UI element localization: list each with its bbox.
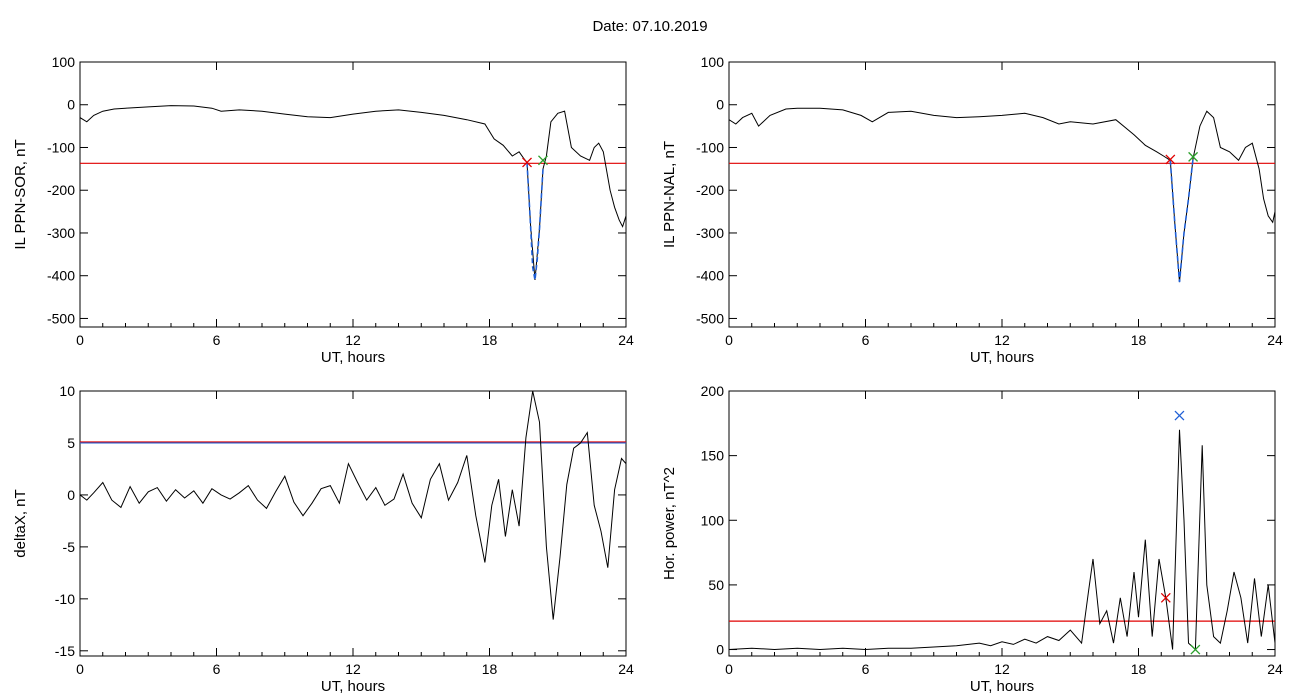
y-tick-label: 50 (708, 577, 724, 593)
x-tick-label: 0 (76, 661, 84, 677)
y-tick-label: 100 (701, 54, 725, 70)
event-segment-line (526, 162, 544, 281)
y-tick-label: -5 (63, 539, 76, 555)
x-axis-label: UT, hours (321, 678, 385, 695)
x-axis-label: UT, hours (321, 349, 385, 366)
y-tick-label: -300 (47, 225, 75, 241)
y-tick-label: -500 (696, 310, 724, 326)
y-tick-label: 0 (716, 642, 724, 658)
x-tick-label: 18 (482, 332, 498, 348)
event-segment-line (1169, 158, 1194, 283)
series-line (729, 429, 1275, 651)
y-tick-label: -400 (47, 268, 75, 284)
y-tick-label: -200 (696, 182, 724, 198)
plot-area (80, 391, 626, 620)
plot-frame (728, 61, 1276, 328)
y-tick-label: 150 (701, 448, 725, 464)
y-tick-label: 100 (701, 512, 725, 528)
plot-frame (79, 390, 627, 657)
marker-cross (1160, 592, 1171, 603)
plot-area (729, 107, 1275, 283)
panel-il-ppn-nal: 0 6 12 18 24 100 0 -100 -200 -300 -400 -500 UT, hour… (661, 54, 1283, 366)
panel-hor-power: 0 6 12 18 24 200 150 100 50 0 UT, hours Hor. power,… (661, 383, 1283, 695)
x-tick-label: 24 (1267, 332, 1283, 348)
x-tick-label: 24 (618, 661, 634, 677)
y-axis-label: Hor. power, nT^2 (661, 467, 678, 580)
panel-deltax: 0 6 12 18 24 10 5 0 -5 -10 -15 UT, hours deltaX, nT (12, 383, 634, 695)
plot-area (80, 105, 626, 281)
y-tick-label: -100 (696, 139, 724, 155)
y-tick-label: 0 (67, 97, 75, 113)
x-tick-label: 12 (345, 332, 361, 348)
figure-title: Date: 07.10.2019 (592, 18, 708, 35)
plot-area (729, 429, 1275, 651)
x-tick-label: 0 (725, 332, 733, 348)
y-tick-label: -500 (47, 310, 75, 326)
y-tick-label: -400 (696, 268, 724, 284)
y-tick-label: -300 (696, 225, 724, 241)
x-tick-label: 12 (345, 661, 361, 677)
series-line (80, 391, 626, 620)
marker-cross (1165, 154, 1176, 165)
y-axis-label: IL PPN-NAL, nT (661, 141, 678, 248)
plot-frame (79, 61, 627, 328)
x-tick-label: 6 (213, 332, 221, 348)
series-line (80, 105, 626, 281)
y-tick-label: 5 (67, 435, 75, 451)
y-tick-label: 0 (716, 97, 724, 113)
y-tick-label: -10 (55, 591, 75, 607)
y-axis-label: deltaX, nT (12, 489, 29, 557)
marker-cross (1174, 410, 1185, 421)
y-tick-label: 0 (67, 487, 75, 503)
y-tick-label: 10 (59, 383, 75, 399)
marker-cross (1190, 644, 1201, 655)
x-tick-label: 12 (994, 332, 1010, 348)
x-axis-label: UT, hours (970, 349, 1034, 366)
x-tick-label: 0 (76, 332, 84, 348)
plot-frame (728, 390, 1276, 657)
y-tick-label: -200 (47, 182, 75, 198)
y-tick-label: 100 (52, 54, 76, 70)
y-tick-label: -15 (55, 643, 75, 659)
panel-il-ppn-sor: 0 6 12 18 24 100 0 -100 -200 -300 -400 -500 UT, hour… (12, 54, 634, 366)
x-tick-label: 6 (213, 661, 221, 677)
marker-cross (538, 155, 548, 166)
x-axis-label: UT, hours (970, 678, 1034, 695)
x-tick-label: 24 (1267, 661, 1283, 677)
x-tick-label: 6 (862, 332, 870, 348)
x-tick-label: 0 (725, 661, 733, 677)
x-tick-label: 18 (482, 661, 498, 677)
x-tick-label: 18 (1131, 332, 1147, 348)
x-tick-label: 18 (1131, 661, 1147, 677)
y-axis-label: IL PPN-SOR, nT (12, 139, 29, 249)
marker-cross (522, 157, 532, 168)
x-tick-label: 24 (618, 332, 634, 348)
x-tick-label: 6 (862, 661, 870, 677)
marker-cross (1188, 151, 1199, 162)
y-tick-label: 200 (701, 383, 725, 399)
series-line (729, 107, 1275, 283)
x-tick-label: 12 (994, 661, 1010, 677)
y-tick-label: -100 (47, 139, 75, 155)
